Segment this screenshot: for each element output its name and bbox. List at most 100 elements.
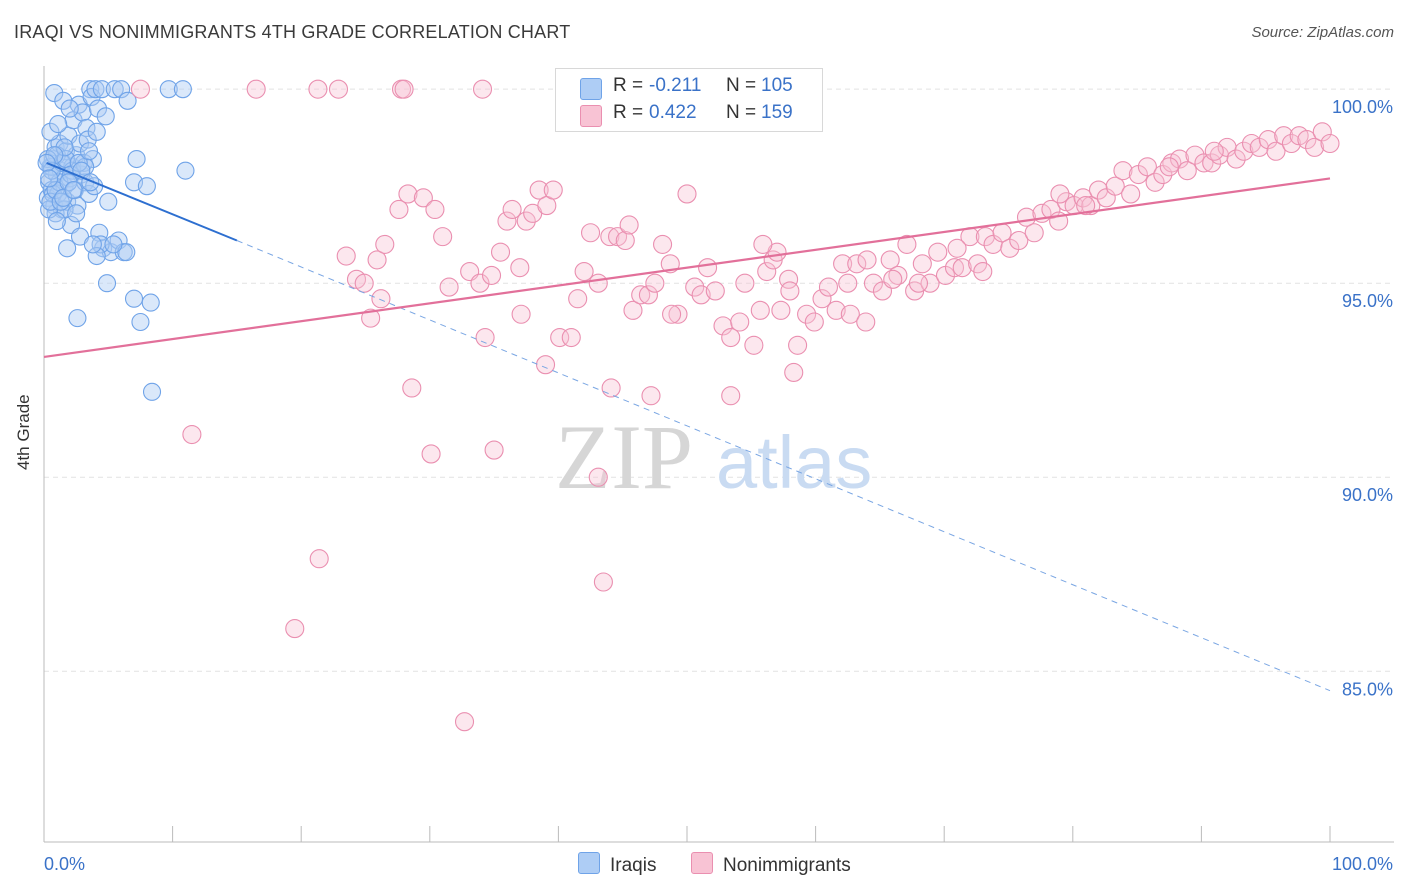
iraqis-point: [54, 188, 73, 207]
iraqis-point: [86, 80, 105, 99]
nonimmigrants-point: [685, 277, 705, 297]
iraqis-point: [68, 309, 87, 328]
nonimmigrants-point: [574, 262, 594, 282]
nonimmigrants-point: [1145, 172, 1165, 192]
nonimmigrants-point: [928, 242, 948, 262]
x-tick-label: 100.0%: [1332, 854, 1393, 874]
iraqis-point: [104, 235, 123, 254]
nonimmigrants-point: [645, 273, 665, 293]
iraqis-point: [97, 274, 117, 293]
nonimmigrants-point: [662, 304, 682, 324]
nonimmigrants-point: [454, 712, 475, 732]
nonimmigrants-legend-label: Nonimmigrants: [723, 855, 851, 876]
iraqis-point: [67, 204, 86, 223]
nonimmigrants-point: [944, 258, 965, 278]
nonimmigrants-point: [780, 281, 800, 301]
trend-lines: [43, 161, 1331, 692]
nonimmigrants-point: [1050, 184, 1070, 204]
nonimmigrants-point: [784, 362, 804, 382]
nonimmigrants-point: [481, 265, 502, 285]
watermark-atlas: atlas: [716, 421, 872, 504]
nonimmigrants-point: [600, 227, 620, 247]
iraqis-point: [79, 142, 99, 161]
nonimmigrants-point: [389, 199, 409, 220]
nonimmigrants-point: [883, 269, 903, 289]
nonimmigrants-point: [246, 79, 266, 99]
nonimmigrants-point: [1177, 161, 1197, 181]
nonimmigrants-point: [1202, 153, 1222, 173]
y-axis-label: 4th Grade: [14, 394, 33, 470]
iraqis-point: [124, 289, 144, 308]
nonimmigrants-point: [561, 327, 581, 348]
iraqis-point: [87, 122, 106, 141]
nonimmigrants-point: [550, 327, 570, 348]
nonimmigrants-point: [309, 549, 329, 569]
n-label: N =: [726, 102, 757, 123]
nonimmigrants-point: [588, 467, 608, 487]
nonimmigrants-point: [840, 304, 860, 324]
nonimmigrants-point: [691, 285, 711, 305]
nonimmigrants-point: [1159, 157, 1179, 177]
iraqis-trend-line: [46, 161, 238, 242]
nonimmigrants-point: [1320, 133, 1340, 154]
nonimmigrants-point: [856, 312, 876, 332]
nonimmigrants-point: [367, 250, 387, 270]
nonimmigrants-point: [375, 234, 395, 254]
nonimmigrants-point: [285, 619, 305, 639]
x-tick-label: 0.0%: [44, 854, 85, 874]
nonimmigrants-point: [735, 273, 755, 293]
nonimmigrants-point: [484, 440, 504, 460]
nonimmigrants-point: [788, 335, 808, 355]
n-label: N =: [726, 75, 757, 96]
nonimmigrants-point: [1281, 133, 1301, 154]
iraqis-legend-swatch: [578, 852, 600, 874]
correlation-legend: R = -0.211 N = 105 R = 0.422 N = 159: [555, 68, 823, 132]
iraqis-point: [141, 293, 160, 312]
nonimmigrants-point: [535, 355, 556, 375]
iraqis-point: [88, 99, 108, 118]
iraqis-point: [45, 146, 64, 165]
nonimmigrants-point: [744, 335, 764, 355]
nonimmigrants-point: [698, 258, 718, 278]
nonimmigrants-point: [601, 378, 621, 398]
y-tick-label: 100.0%: [1332, 97, 1393, 117]
watermark-zip: ZIP: [555, 406, 693, 508]
nonimmigrants-point: [1105, 176, 1125, 196]
nonimmigrants-point: [470, 273, 490, 293]
iraqis-point: [47, 212, 66, 231]
iraqis-point: [87, 246, 106, 266]
iraqis-point: [91, 235, 110, 254]
nonimmigrants-point: [833, 254, 853, 274]
iraqis-point: [77, 118, 96, 138]
iraqis-r-value: -0.211: [649, 75, 702, 96]
nonimmigrants-point: [818, 277, 839, 297]
bottom-legend-nonimmigrants: Nonimmigrants: [691, 852, 851, 877]
nonimmigrants-point: [1076, 196, 1096, 216]
nonimmigrants-point: [580, 223, 601, 243]
nonimmigrants-point: [653, 234, 673, 254]
y-tick-label: 90.0%: [1342, 485, 1393, 505]
nonimmigrants-point: [398, 184, 418, 204]
nonimmigrants-point: [880, 250, 900, 270]
nonimmigrants-point: [1297, 130, 1317, 150]
nonimmigrants-point: [336, 246, 356, 266]
nonimmigrants-point: [797, 304, 817, 324]
nonimmigrants-point: [361, 308, 381, 328]
nonimmigrants-point: [973, 262, 993, 282]
nonimmigrants-point: [433, 227, 453, 247]
nonimmigrants-point: [1137, 157, 1157, 177]
iraqis-point: [159, 80, 178, 99]
nonimmigrants-point: [1113, 161, 1133, 181]
nonimmigrants-r-value: 0.422: [649, 102, 697, 123]
nonimmigrants-point: [1073, 188, 1093, 208]
nonimmigrants-point: [638, 285, 658, 305]
iraqis-point: [83, 235, 102, 254]
nonimmigrants-point: [771, 300, 791, 320]
y-tick-label: 95.0%: [1342, 291, 1393, 311]
nonimmigrants-point: [757, 262, 777, 282]
nonimmigrants-point: [897, 234, 917, 254]
r-label: R =: [613, 75, 644, 96]
iraqis-point: [142, 382, 162, 401]
nonimmigrants-trend-line: [43, 177, 1331, 359]
